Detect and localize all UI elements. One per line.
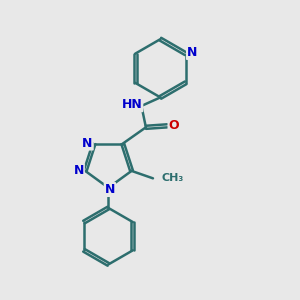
Text: O: O <box>169 119 179 132</box>
Text: CH₃: CH₃ <box>161 173 184 183</box>
Text: N: N <box>187 46 197 59</box>
Text: N: N <box>82 136 93 150</box>
Text: N: N <box>74 164 84 177</box>
Text: N: N <box>105 183 115 196</box>
Text: HN: HN <box>122 98 142 111</box>
